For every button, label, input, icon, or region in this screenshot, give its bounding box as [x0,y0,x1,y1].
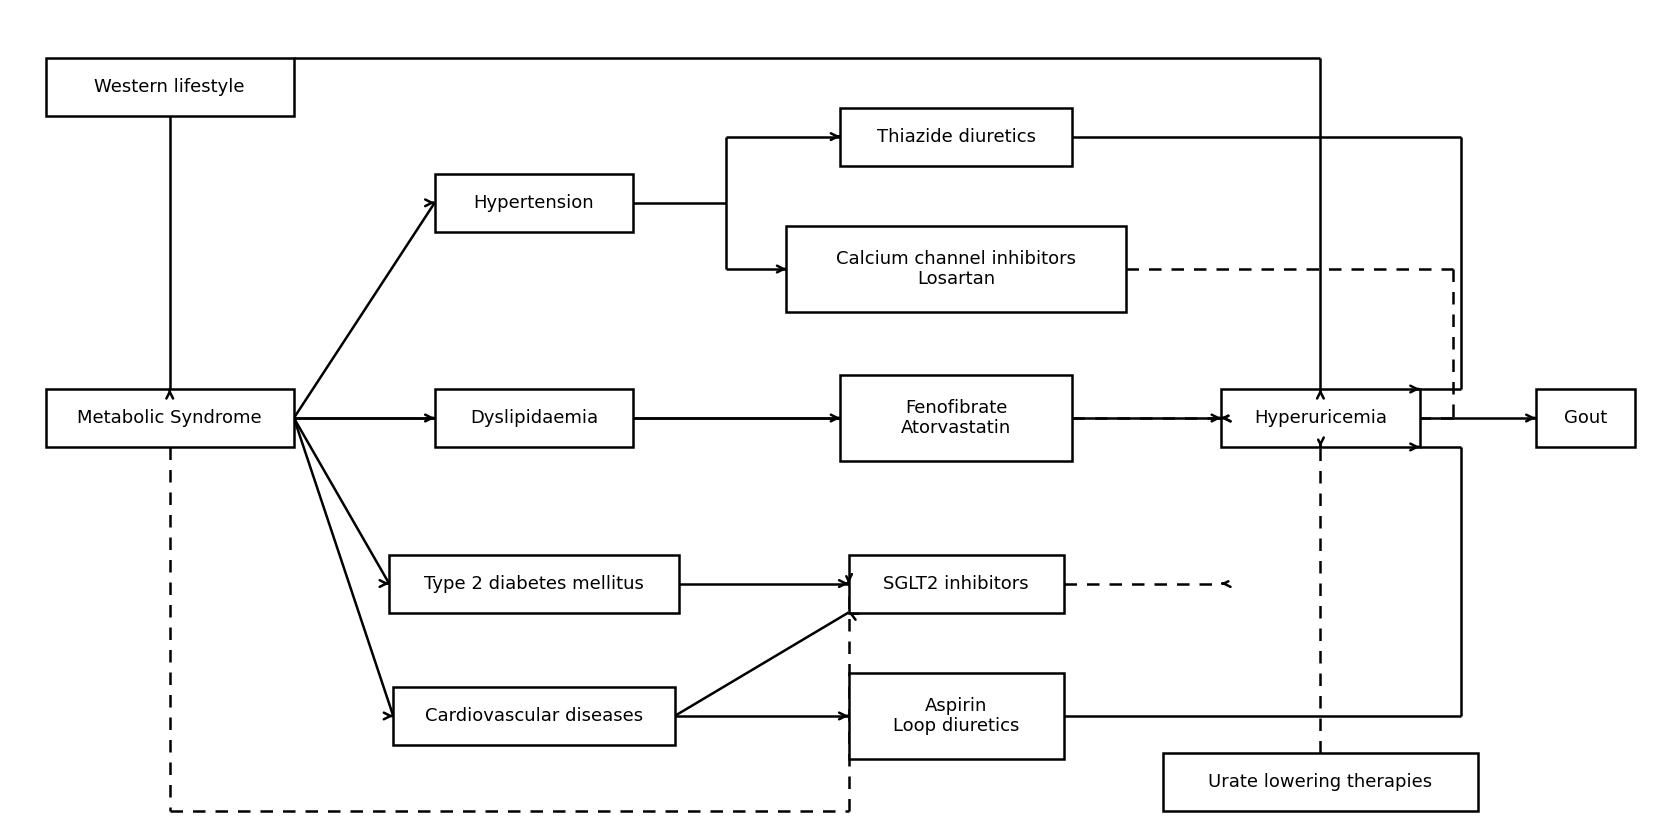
FancyBboxPatch shape [1536,389,1636,447]
FancyBboxPatch shape [45,58,295,116]
FancyBboxPatch shape [849,672,1063,759]
FancyBboxPatch shape [849,554,1063,613]
Text: Hyperuricemia: Hyperuricemia [1255,409,1386,427]
FancyBboxPatch shape [389,554,679,613]
Text: SGLT2 inhibitors: SGLT2 inhibitors [884,574,1028,593]
FancyBboxPatch shape [1221,389,1419,447]
FancyBboxPatch shape [840,375,1072,461]
Text: Dyslipidaemia: Dyslipidaemia [469,409,597,427]
Text: Metabolic Syndrome: Metabolic Syndrome [78,409,261,427]
Text: Thiazide diuretics: Thiazide diuretics [877,128,1035,145]
Text: Aspirin
Loop diuretics: Aspirin Loop diuretics [894,696,1020,736]
FancyBboxPatch shape [787,226,1127,313]
Text: Type 2 diabetes mellitus: Type 2 diabetes mellitus [424,574,644,593]
Text: Urate lowering therapies: Urate lowering therapies [1208,773,1433,791]
FancyBboxPatch shape [434,389,634,447]
FancyBboxPatch shape [434,174,634,232]
FancyBboxPatch shape [393,687,674,745]
Text: Western lifestyle: Western lifestyle [95,78,245,96]
Text: Fenofibrate
Atorvastatin: Fenofibrate Atorvastatin [900,399,1012,437]
FancyBboxPatch shape [1163,753,1478,811]
FancyBboxPatch shape [45,389,295,447]
Text: Cardiovascular diseases: Cardiovascular diseases [424,707,642,725]
Text: Hypertension: Hypertension [474,194,594,212]
Text: Calcium channel inhibitors
Losartan: Calcium channel inhibitors Losartan [837,250,1077,288]
Text: Gout: Gout [1564,409,1607,427]
FancyBboxPatch shape [840,108,1072,166]
